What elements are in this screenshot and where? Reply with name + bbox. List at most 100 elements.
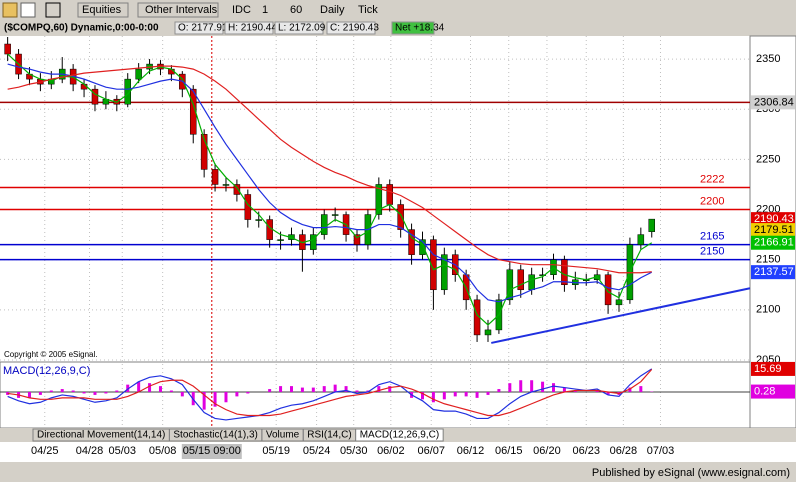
info-box [174, 21, 224, 35]
info-text: Net +18.34 [395, 23, 445, 34]
tab[interactable]: Volume [266, 430, 300, 441]
info-box [326, 21, 376, 35]
candle-body [419, 239, 426, 255]
x-tick-label: 05/19 [262, 445, 290, 457]
candle-body [4, 43, 11, 55]
level-label: 2200 [700, 195, 724, 207]
y-tick-label: 2100 [756, 304, 780, 316]
toolbar-item[interactable]: Other Intervals [145, 4, 218, 16]
price-pane [0, 36, 750, 362]
candle-body [189, 88, 197, 135]
x-tick-label: 05/03 [109, 445, 137, 457]
toolbar-item[interactable]: Equities [82, 4, 122, 16]
x-tick-label: 04/28 [76, 445, 104, 457]
level-box [751, 95, 795, 110]
candle-body [320, 214, 328, 235]
hist-marker-label: 0.28 [754, 385, 775, 397]
candle-body [408, 229, 415, 255]
dropdown[interactable] [77, 2, 129, 18]
icon[interactable] [45, 2, 61, 18]
x-tick-label: 06/02 [377, 445, 405, 457]
date-highlight [181, 444, 242, 459]
hist-marker [751, 384, 795, 399]
info-text: L: 2172.09 [278, 23, 326, 34]
candle-body [255, 219, 262, 221]
info-text: ($COMPQ,60) Dynamic,0:00-0:00 [4, 23, 159, 34]
tab[interactable]: MACD(12,26,9,C) [360, 430, 439, 441]
candle-body [430, 239, 437, 291]
price-marker-label: 2166.91 [754, 237, 794, 249]
candle-body [615, 299, 623, 306]
toolbar-item[interactable]: Tick [358, 4, 378, 16]
price-marker [751, 265, 795, 280]
y-tick-label: 2350 [756, 53, 780, 65]
candle-body [200, 134, 208, 170]
candle-body [375, 184, 383, 215]
candle-body [124, 78, 131, 105]
price-marker-label: 2137.57 [754, 266, 794, 278]
info-text: C: 2190.43 [330, 23, 379, 34]
x-tick-label: 06/28 [610, 445, 638, 457]
x-tick-label: 06/07 [417, 445, 445, 457]
info-box [224, 21, 274, 35]
tab[interactable]: RSI(14,C) [307, 430, 351, 441]
price-marker [751, 223, 795, 238]
tab-frame[interactable] [355, 428, 444, 442]
moving-average [7, 53, 653, 326]
y-tick-label: 2250 [756, 153, 780, 165]
level-label: 2150 [700, 246, 724, 258]
copyright: Copyright © 2005 eSignal. [4, 350, 98, 359]
candle-body [528, 274, 535, 291]
macd-pane [0, 361, 751, 429]
toolbar-item[interactable]: IDC [232, 4, 251, 16]
info-box [274, 21, 324, 35]
info-box [391, 21, 435, 35]
candle-body [517, 269, 524, 291]
signal-line [7, 368, 653, 417]
tab[interactable]: Stochastic(14(1),3) [173, 430, 257, 441]
candle-body [441, 254, 448, 291]
x-tick-label: 05/15 09:00 [183, 445, 241, 457]
toolbar-item[interactable]: 1 [262, 4, 268, 16]
candle-body [135, 68, 142, 80]
candle-body [539, 274, 546, 276]
x-tick-label: 07/03 [647, 445, 675, 457]
candle-body [211, 169, 219, 185]
candle-body [604, 274, 612, 306]
info-text: O: 2177.91 [178, 23, 228, 34]
toolbar-item[interactable]: 60 [290, 4, 302, 16]
level-label: 2165 [700, 231, 724, 243]
candle-body [637, 234, 645, 245]
x-tick-label: 05/30 [340, 445, 368, 457]
price-marker-label: 2179.51 [754, 224, 794, 236]
macd-title: MACD(12,26,9,C) [3, 365, 90, 377]
moving-average [7, 65, 652, 274]
icon[interactable] [2, 2, 18, 18]
candle-body [91, 88, 99, 105]
footer: Published by eSignal (www.esignal.com) [592, 467, 790, 479]
tab[interactable]: Directional Movement(14,14) [37, 430, 165, 441]
x-tick-label: 06/15 [495, 445, 523, 457]
toolbar-item[interactable]: Daily [320, 4, 345, 16]
dropdown[interactable] [137, 2, 219, 18]
x-tick-label: 04/25 [31, 445, 59, 457]
candle-body [233, 184, 241, 195]
x-tick-label: 06/23 [572, 445, 600, 457]
x-tick-label: 05/24 [303, 445, 331, 457]
icon[interactable] [20, 2, 36, 18]
candle-body [386, 184, 393, 205]
trendline [491, 287, 751, 344]
level-label: 2306.84 [754, 96, 794, 108]
x-tick-label: 06/20 [533, 445, 561, 457]
candle-body [310, 234, 317, 250]
level-label: 2222 [700, 173, 724, 185]
candle-body [484, 329, 492, 336]
price-marker-label: 2190.43 [754, 213, 794, 225]
info-text: H: 2190.44 [228, 23, 277, 34]
macd-marker-label: 15.69 [754, 363, 782, 375]
candle-body [277, 239, 284, 241]
candle-body [561, 259, 568, 286]
candle-body [397, 204, 404, 230]
